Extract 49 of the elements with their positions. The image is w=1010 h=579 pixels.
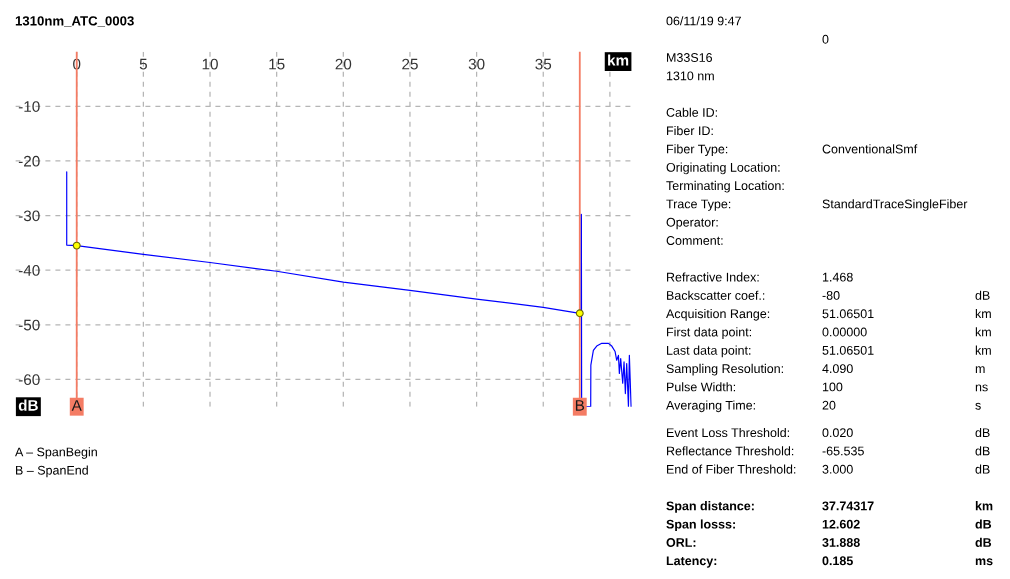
text: Averaging Time: 20 s: [666, 400, 981, 413]
text: Fiber Type: ConventionalSmf: [667, 144, 918, 156]
text: Event Loss Threshold: 0.020 dB: [667, 427, 990, 438]
text: First data point: 0.00000 km: [667, 327, 991, 339]
y-tick-label: -50: [18, 319, 40, 331]
point: [575, 309, 584, 318]
text: Cable ID:: [666, 107, 717, 117]
text: Pulse Width: 100 ns: [667, 382, 988, 392]
text: 0: [822, 34, 829, 44]
x-tick-label: 20: [335, 58, 352, 70]
text: Span losss: 12.602 dB: [666, 519, 992, 532]
y-tick-label: -20: [18, 155, 40, 167]
chart-title: 1310nm_ATC_0003: [15, 16, 134, 28]
text: Last data point: 51.06501 km: [667, 345, 991, 358]
text: Originating Location:: [666, 162, 780, 175]
x-tick-label: 15: [269, 58, 285, 70]
text: 06/11/19 9:47: [666, 16, 741, 26]
ref-line-label: B: [575, 400, 585, 411]
text: 1310 nm: [666, 71, 714, 81]
text: Acquisition Range: 51.06501 km: [666, 308, 991, 321]
text: A – SpanBegin: [15, 447, 97, 459]
text: Terminating Location:: [666, 180, 784, 193]
x-tick-label: 35: [535, 58, 552, 70]
text: Reflectance Threshold: -65.535 dB: [667, 446, 990, 456]
text: Operator:: [666, 217, 718, 230]
point: [72, 241, 81, 250]
x-tick-label: 5: [139, 58, 147, 70]
y-tick-label: -10: [18, 101, 40, 112]
y-tick-label: -40: [18, 265, 40, 276]
text: Span distance: 37.74317 km: [666, 501, 993, 513]
x-tick-label: 10: [202, 58, 218, 70]
text: Trace Type: StandardTraceSingleFiber: [666, 199, 968, 211]
text: Latency: 0.185 ms: [666, 556, 993, 568]
x-tick-label: 25: [402, 58, 418, 70]
text: Refractive Index: 1.468: [667, 272, 853, 282]
text: Backscatter coef.: -80 dB: [667, 290, 990, 300]
y-tick-label: -60: [18, 374, 40, 386]
y-axis-title: dB: [18, 399, 38, 411]
x-axis-title: km: [608, 54, 629, 66]
text: Comment:: [666, 236, 723, 245]
text: M33S16: [667, 53, 713, 62]
text: ORL: 31.888 dB: [666, 537, 992, 547]
text: Fiber ID:: [667, 125, 713, 136]
x-tick-label: 30: [468, 58, 485, 70]
ref-line-label: A: [71, 400, 82, 411]
text: B – SpanEnd: [16, 465, 88, 478]
y-tick-label: -30: [18, 210, 40, 222]
text: Sampling Resolution: 4.090 m: [666, 363, 985, 376]
text: End of Fiber Threshold: 3.000 dB: [667, 464, 990, 474]
